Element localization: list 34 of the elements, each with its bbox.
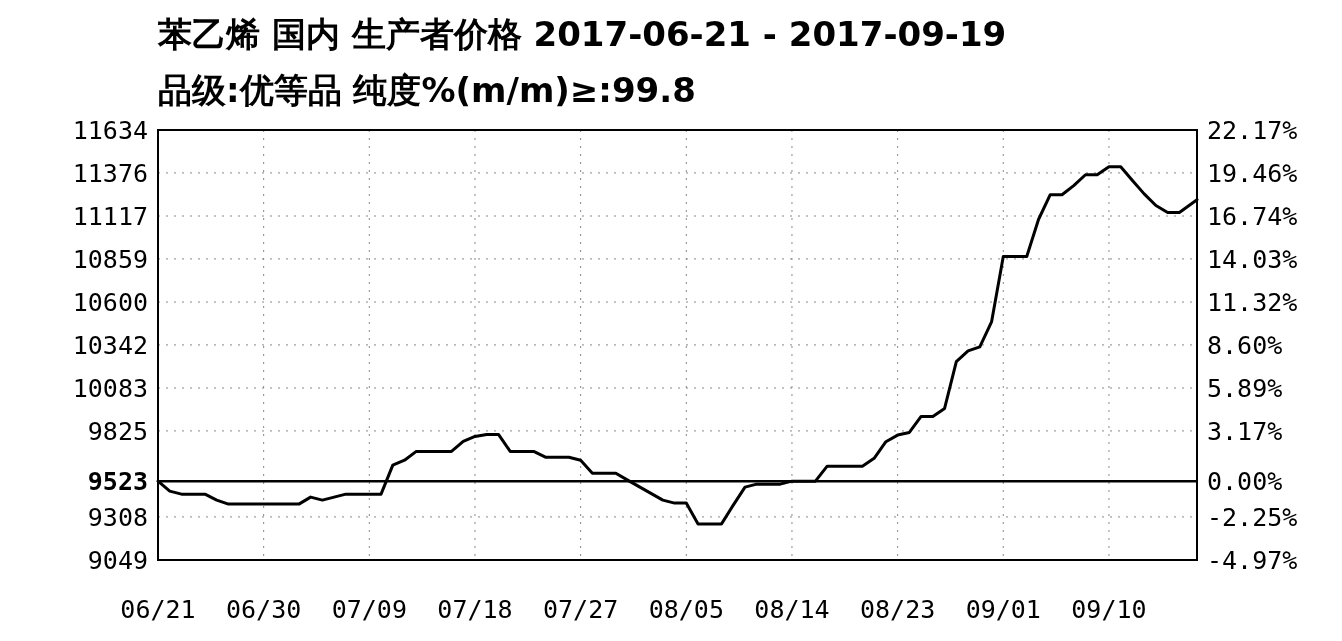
- y2-tick-label: 0.00%: [1207, 467, 1283, 497]
- y2-tick-label: 11.32%: [1207, 287, 1298, 317]
- y-tick-label: 10083: [72, 373, 148, 403]
- y-tick-label: 11117: [72, 201, 148, 231]
- y2-tick-label: 19.46%: [1207, 158, 1298, 188]
- chart-title: 苯乙烯 国内 生产者价格 2017-06-21 - 2017-09-19: [157, 14, 1007, 54]
- y-tick-label: 10859: [72, 244, 148, 274]
- x-tick-label: 07/09: [331, 595, 407, 624]
- x-tick-label: 08/05: [648, 595, 724, 624]
- x-tick-label: 06/30: [226, 595, 302, 624]
- chart-subtitle: 品级:优等品 纯度%(m/m)≥:99.8: [158, 70, 696, 110]
- y-tick-label: 9825: [87, 416, 148, 446]
- y2-tick-label: 8.60%: [1207, 330, 1283, 360]
- y-tick-label: 10342: [72, 330, 148, 360]
- x-tick-label: 07/18: [437, 595, 513, 624]
- x-tick-label: 09/10: [1071, 595, 1147, 624]
- y2-tick-label: 5.89%: [1207, 373, 1283, 403]
- x-tick-label: 06/21: [120, 595, 196, 624]
- y-tick-label: 11376: [72, 158, 148, 188]
- y-tick-label: 10600: [72, 287, 148, 317]
- y-tick-label: 9523: [87, 466, 148, 496]
- y2-tick-label: 16.74%: [1207, 201, 1298, 231]
- x-tick-label: 07/27: [543, 595, 619, 624]
- x-tick-label: 08/23: [859, 595, 936, 624]
- y2-tick-label: 14.03%: [1207, 244, 1298, 274]
- y2-tick-label: 3.17%: [1207, 416, 1283, 446]
- y2-tick-label: -2.25%: [1207, 502, 1298, 532]
- x-tick-label: 09/01: [965, 595, 1041, 624]
- y-tick-label: 9308: [87, 502, 148, 532]
- x-tick-label: 08/14: [754, 595, 830, 624]
- y-tick-label: 11634: [72, 115, 148, 145]
- y2-tick-label: 22.17%: [1207, 115, 1298, 145]
- y2-tick-label: -4.97%: [1207, 545, 1298, 575]
- y-tick-label: 9049: [87, 545, 148, 575]
